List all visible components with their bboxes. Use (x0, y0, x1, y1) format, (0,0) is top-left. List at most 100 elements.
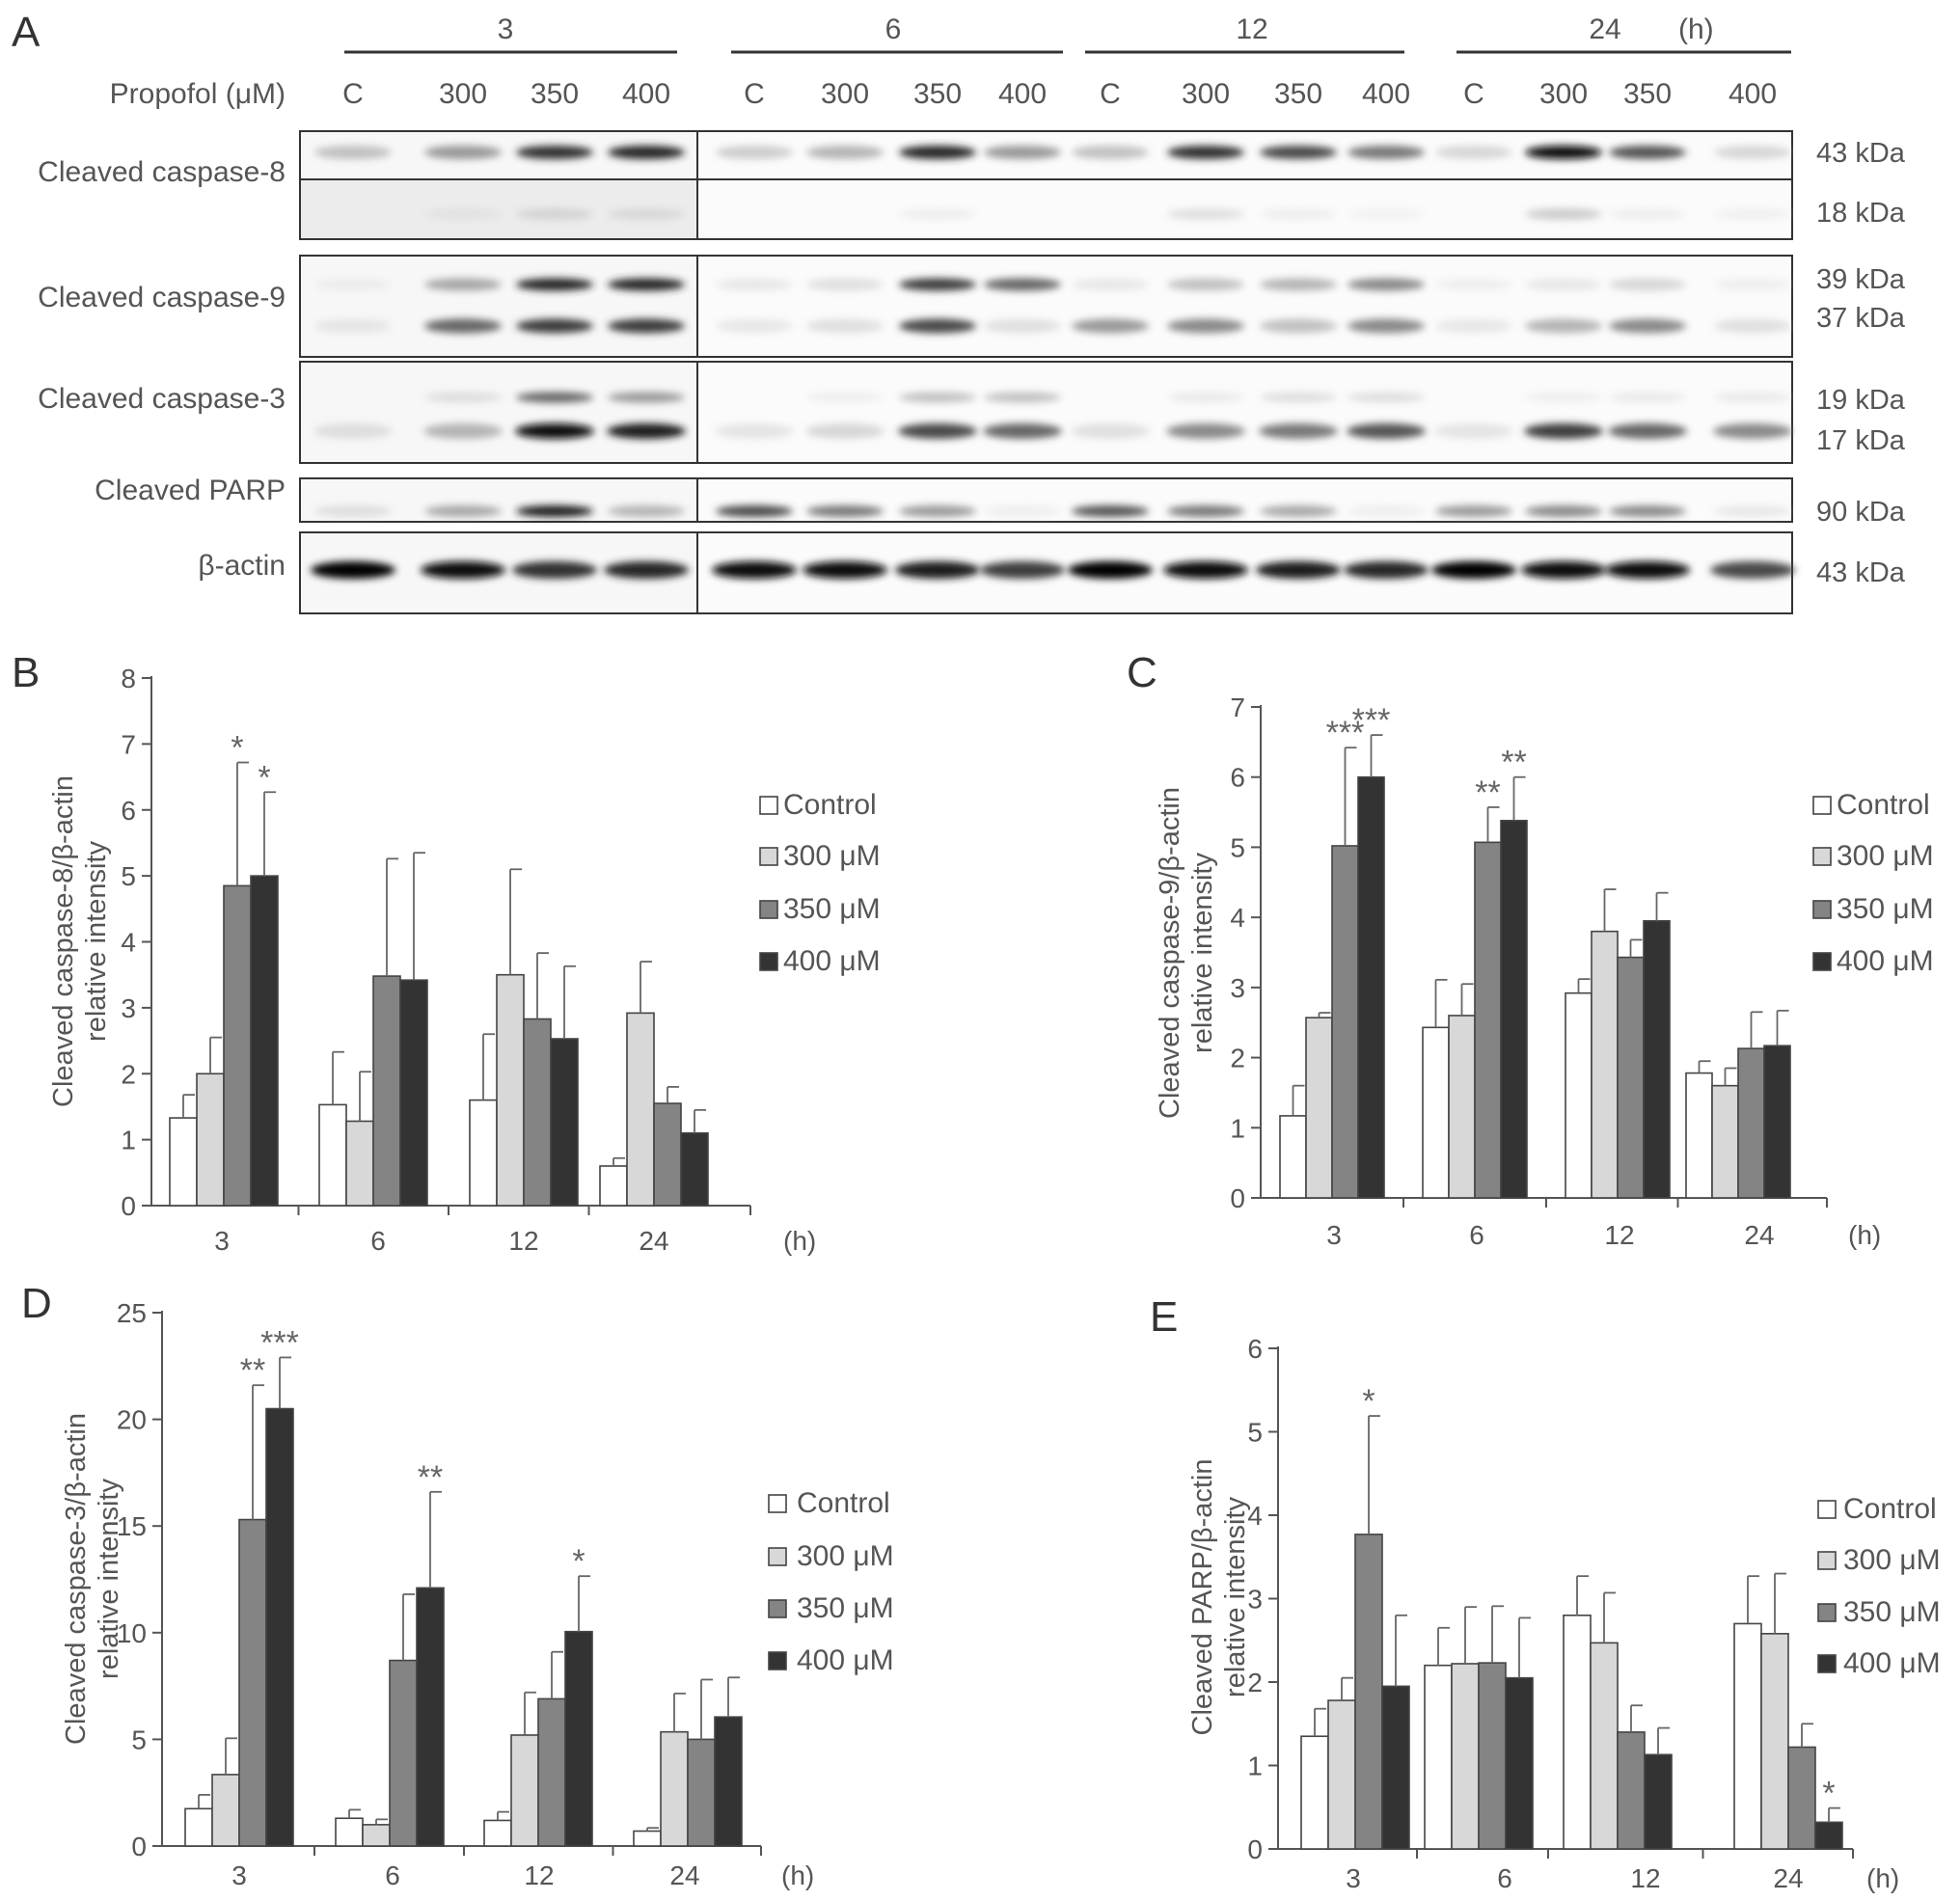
blot-band (1525, 208, 1602, 220)
blot-band (1260, 278, 1337, 291)
blot-band (1431, 561, 1516, 579)
blot-band (424, 208, 502, 220)
blot-time-group-6: 6 (885, 14, 902, 45)
blot-band (1608, 423, 1687, 439)
blot-band (1609, 392, 1686, 403)
legend-swatch (759, 796, 778, 815)
blot-band (516, 208, 593, 220)
blot-band (1344, 561, 1429, 579)
bar (250, 875, 279, 1207)
blot-band (1714, 208, 1791, 220)
bar (211, 1774, 240, 1847)
bar (265, 1407, 294, 1847)
blot-band (980, 561, 1065, 579)
blot-band (1609, 278, 1686, 291)
blot-band (516, 505, 593, 517)
blot-band (805, 423, 885, 439)
blot-band (516, 318, 593, 334)
blot-lane-label: 400 (622, 78, 670, 110)
bar (1565, 991, 1592, 1199)
blot-band (899, 318, 976, 334)
blot-band (1609, 146, 1686, 159)
x-tick-label: 6 (385, 1860, 400, 1890)
significance-marker: *** (1326, 715, 1365, 751)
blot-band-name: Cleaved PARP (95, 475, 286, 506)
blot-time-unit: (h) (1678, 14, 1714, 45)
y-tick-label: 4 (1230, 903, 1245, 933)
bar (626, 1012, 655, 1207)
legend-swatch (768, 1494, 787, 1513)
blot-band (1167, 208, 1244, 220)
x-tick-label: 12 (524, 1860, 554, 1890)
blot-band (806, 146, 884, 159)
blot-band (1435, 278, 1512, 291)
blot-band (1259, 423, 1338, 439)
blot-band (803, 561, 887, 579)
blot-band (716, 146, 793, 159)
blot-lane-label: C (1463, 78, 1484, 110)
blot-time-group-12: 12 (1236, 14, 1267, 45)
x-axis-unit: (h) (783, 1226, 816, 1256)
blot-band (899, 505, 976, 517)
panel-letter-d: D (21, 1280, 52, 1327)
bar (345, 1120, 374, 1207)
blot-lane-label: 300 (1539, 78, 1588, 110)
bar (633, 1830, 662, 1847)
blot-band (1260, 318, 1337, 334)
blot-row-header: Propofol (μM) (110, 78, 286, 110)
blot-band (1609, 208, 1686, 220)
blot-band (424, 505, 502, 517)
significance-marker: *** (1352, 702, 1391, 739)
blot-lane-label: 350 (1623, 78, 1672, 110)
blot-band (515, 423, 594, 439)
significance-marker: ** (1475, 774, 1500, 811)
blot-band (1260, 208, 1337, 220)
legend-swatch (1812, 847, 1832, 866)
bar (1500, 819, 1528, 1199)
legend-label: Control (783, 789, 877, 821)
y-axis-label: Cleaved caspase-9/β-actinrelative intens… (1155, 787, 1218, 1119)
blot-band (1435, 505, 1512, 517)
x-tick-label: 3 (214, 1226, 230, 1256)
blot-band (314, 505, 392, 517)
x-tick-label: 12 (1630, 1863, 1660, 1893)
bar (335, 1817, 364, 1847)
blot-kda-marker: 18 kDa (1816, 198, 1906, 229)
bar (1357, 775, 1385, 1199)
significance-marker: * (1362, 1383, 1375, 1420)
y-tick-label: 4 (1247, 1501, 1263, 1531)
blot-lane-label: 300 (1182, 78, 1230, 110)
blot-band (899, 146, 976, 159)
blot-strip-right (696, 477, 1793, 523)
x-tick-label: 12 (508, 1226, 538, 1256)
y-tick-label: 7 (1230, 693, 1245, 722)
blot-band (1435, 318, 1512, 334)
blot-band-name: Cleaved caspase-3 (38, 383, 286, 415)
y-tick-label: 2 (1230, 1044, 1245, 1073)
legend-label: 400 μM (797, 1644, 894, 1676)
blot-band (608, 208, 685, 220)
bar (550, 1038, 579, 1207)
y-tick-label: 6 (121, 796, 136, 826)
blot-lane-label: 350 (913, 78, 962, 110)
blot-band (1348, 146, 1425, 159)
legend-label: 400 μM (1843, 1647, 1941, 1679)
blot-band (516, 392, 593, 403)
blot-band (1525, 505, 1602, 517)
y-tick-label: 0 (121, 1191, 136, 1221)
blot-band (1072, 505, 1149, 517)
blot-lane-label: 300 (439, 78, 487, 110)
blot-band (424, 146, 502, 159)
legend-swatch (1812, 796, 1832, 815)
blot-band (806, 278, 884, 291)
bar (1617, 1731, 1646, 1850)
blot-band (983, 423, 1062, 439)
blot-band (424, 318, 502, 334)
bar (1422, 1026, 1450, 1199)
x-tick-label: 12 (1604, 1220, 1634, 1250)
blot-band (608, 318, 685, 334)
blot-strip-right (696, 361, 1793, 464)
legend-swatch (1817, 1603, 1837, 1622)
